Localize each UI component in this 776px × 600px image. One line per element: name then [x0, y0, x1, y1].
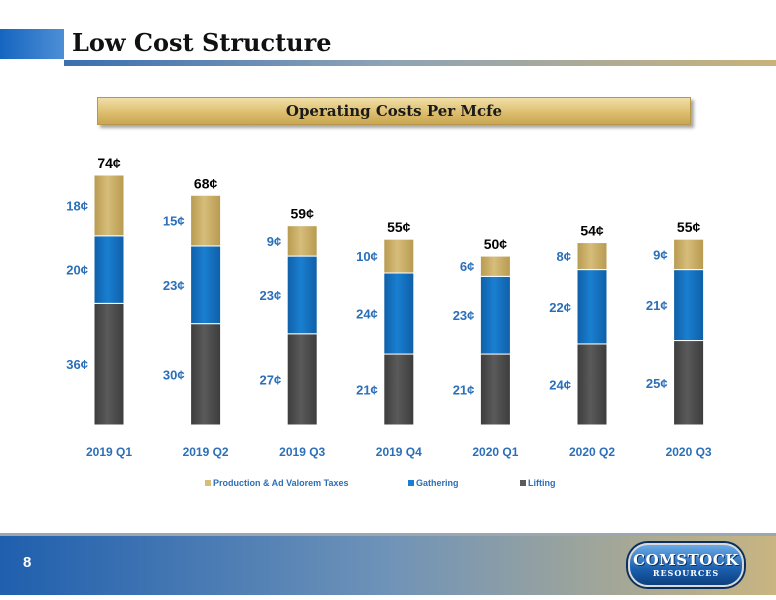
segment-label: 23¢	[453, 308, 475, 323]
segment-label: 24¢	[549, 377, 571, 392]
segment-label: 30¢	[163, 367, 185, 382]
category-label: 2020 Q1	[472, 445, 518, 459]
bar-segment-production-ad-valorem-taxes-2020-q2	[576, 242, 608, 271]
bar-segment-production-ad-valorem-taxes-2020-q1	[479, 255, 511, 277]
total-label: 59¢	[291, 206, 315, 222]
total-label: 55¢	[677, 219, 701, 235]
legend-swatch	[408, 480, 414, 486]
segment-label: 21¢	[453, 383, 475, 398]
title-rule	[64, 60, 776, 66]
company-logo: COMSTOCK RESOURCES	[628, 543, 744, 587]
chart-title-banner: Operating Costs Per Mcfe	[97, 97, 691, 125]
bar-segment-lifting-2019-q4	[383, 353, 415, 426]
slide-title: Low Cost Structure	[72, 28, 332, 57]
title-accent-block	[0, 29, 64, 59]
segment-label: 6¢	[460, 259, 474, 274]
segment-label: 27¢	[259, 372, 281, 387]
bar-segment-lifting-2020-q1	[479, 353, 511, 426]
chart-title: Operating Costs Per Mcfe	[285, 102, 503, 120]
segment-label: 10¢	[356, 249, 378, 264]
logo-name: COMSTOCK	[633, 551, 739, 569]
segment-label: 23¢	[259, 288, 281, 303]
bar-segment-production-ad-valorem-taxes-2019-q3	[286, 225, 318, 257]
total-label: 50¢	[484, 236, 508, 252]
logo-subtitle: RESOURCES	[652, 568, 720, 578]
bar-segment-production-ad-valorem-taxes-2020-q3	[673, 238, 705, 271]
bar-segment-production-ad-valorem-taxes-2019-q1	[93, 174, 125, 237]
bar-segment-lifting-2019-q2	[190, 323, 222, 426]
legend-label: Gathering	[416, 478, 459, 488]
bar-segment-gathering-2019-q3	[286, 255, 318, 335]
segment-label: 15¢	[163, 214, 185, 229]
bar-segment-production-ad-valorem-taxes-2019-q2	[190, 194, 222, 247]
category-label: 2020 Q3	[666, 445, 712, 459]
segment-label: 25¢	[646, 376, 668, 391]
segment-label: 20¢	[66, 263, 88, 278]
bar-segment-lifting-2020-q2	[576, 343, 608, 426]
category-label: 2019 Q4	[376, 445, 422, 459]
segment-label: 9¢	[653, 247, 667, 262]
legend-label: Lifting	[528, 478, 556, 488]
bar-segment-lifting-2020-q3	[673, 340, 705, 426]
segment-label: 21¢	[356, 383, 378, 398]
legend-swatch	[520, 480, 526, 486]
segment-label: 9¢	[267, 234, 281, 249]
bar-segment-gathering-2019-q2	[190, 245, 222, 325]
bar-segment-gathering-2020-q1	[479, 275, 511, 355]
bar-segment-gathering-2020-q3	[673, 269, 705, 342]
segment-label: 36¢	[66, 357, 88, 372]
bar-segment-production-ad-valorem-taxes-2019-q4	[383, 238, 415, 274]
footer-divider	[0, 533, 776, 536]
bar-segment-lifting-2019-q3	[286, 333, 318, 426]
total-label: 54¢	[580, 223, 604, 239]
total-label: 68¢	[194, 175, 218, 191]
bar-segment-gathering-2019-q4	[383, 272, 415, 355]
legend-label: Production & Ad Valorem Taxes	[213, 478, 349, 488]
page-number: 8	[23, 554, 32, 571]
category-label: 2019 Q3	[279, 445, 325, 459]
footer-bar: 8 COMSTOCK RESOURCES	[0, 533, 776, 595]
segment-label: 24¢	[356, 307, 378, 322]
legend-swatch	[205, 480, 211, 486]
category-label: 2019 Q1	[86, 445, 132, 459]
stacked-bar-chart: 36¢ 20¢ 18¢ 74¢ 2019 Q1 30¢ 23¢ 15¢ 68¢ 2019 Q2 27…	[66, 155, 712, 488]
total-label: 74¢	[97, 155, 121, 171]
segment-label: 22¢	[549, 300, 571, 315]
bar-segment-gathering-2020-q2	[576, 269, 608, 345]
category-label: 2020 Q2	[569, 445, 615, 459]
segment-label: 21¢	[646, 298, 668, 313]
segment-label: 8¢	[557, 249, 571, 264]
segment-label: 23¢	[163, 278, 185, 293]
bar-segment-lifting-2019-q1	[93, 302, 125, 426]
bar-segment-gathering-2019-q1	[93, 235, 125, 304]
total-label: 55¢	[387, 219, 411, 235]
category-label: 2019 Q2	[183, 445, 229, 459]
segment-label: 18¢	[66, 198, 88, 213]
